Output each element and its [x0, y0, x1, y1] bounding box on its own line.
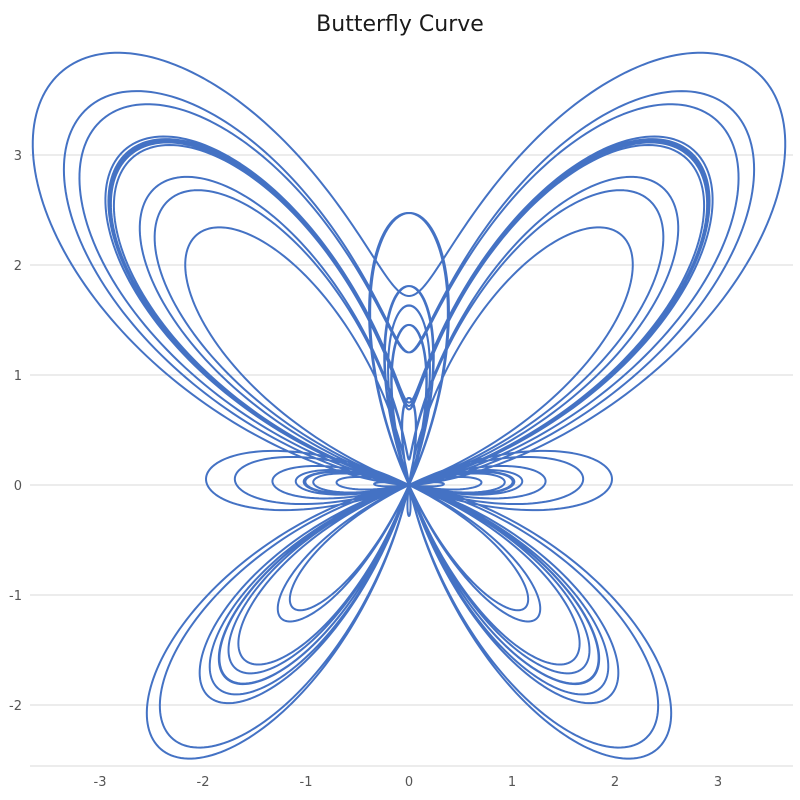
x-tick-label: 1 — [508, 775, 516, 790]
x-tick-labels: -3 -2 -1 0 1 2 3 — [94, 775, 723, 790]
x-tick-label: -2 — [197, 775, 210, 790]
x-tick-label: 0 — [405, 775, 413, 790]
x-tick-label: -1 — [300, 775, 313, 790]
y-tick-label: 1 — [14, 369, 22, 384]
grid-layer — [30, 154, 793, 767]
series-layer — [31, 51, 787, 760]
series-line-0 — [31, 51, 787, 760]
x-tick-label: -3 — [94, 775, 107, 790]
chart-title: Butterfly Curve — [316, 12, 484, 37]
y-tick-label: 2 — [14, 259, 22, 274]
x-tick-label: 3 — [714, 775, 722, 790]
x-tick-label: 2 — [611, 775, 619, 790]
y-tick-label: -1 — [9, 589, 22, 604]
y-tick-label: -2 — [9, 699, 22, 714]
y-tick-label: 3 — [14, 149, 22, 164]
y-tick-labels: 3 2 1 0 -1 -2 — [9, 149, 22, 714]
y-tick-label: 0 — [14, 479, 22, 494]
